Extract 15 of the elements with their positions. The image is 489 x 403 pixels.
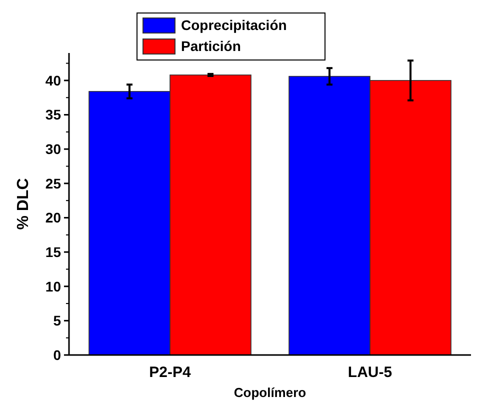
y-tick-label: 10	[45, 278, 62, 294]
y-axis-title: % DLC	[15, 178, 32, 230]
y-tick-label: 30	[45, 140, 62, 157]
y-tick-label: 0	[53, 346, 62, 363]
x-axis-title: Copolímero	[234, 385, 306, 400]
legend-label: Coprecipitación	[181, 17, 287, 33]
x-tick-label: LAU-5	[348, 364, 392, 381]
legend-label: Partición	[181, 38, 241, 54]
y-tick-label: 25	[45, 175, 62, 192]
y-tick-label: 40	[45, 72, 62, 88]
y-tick-label: 20	[45, 210, 62, 226]
y-tick-label: 15	[45, 244, 62, 260]
y-tick-label: 5	[53, 312, 62, 329]
y-tick-label: 35	[45, 106, 62, 123]
x-tick-label: P2-P4	[149, 364, 192, 381]
